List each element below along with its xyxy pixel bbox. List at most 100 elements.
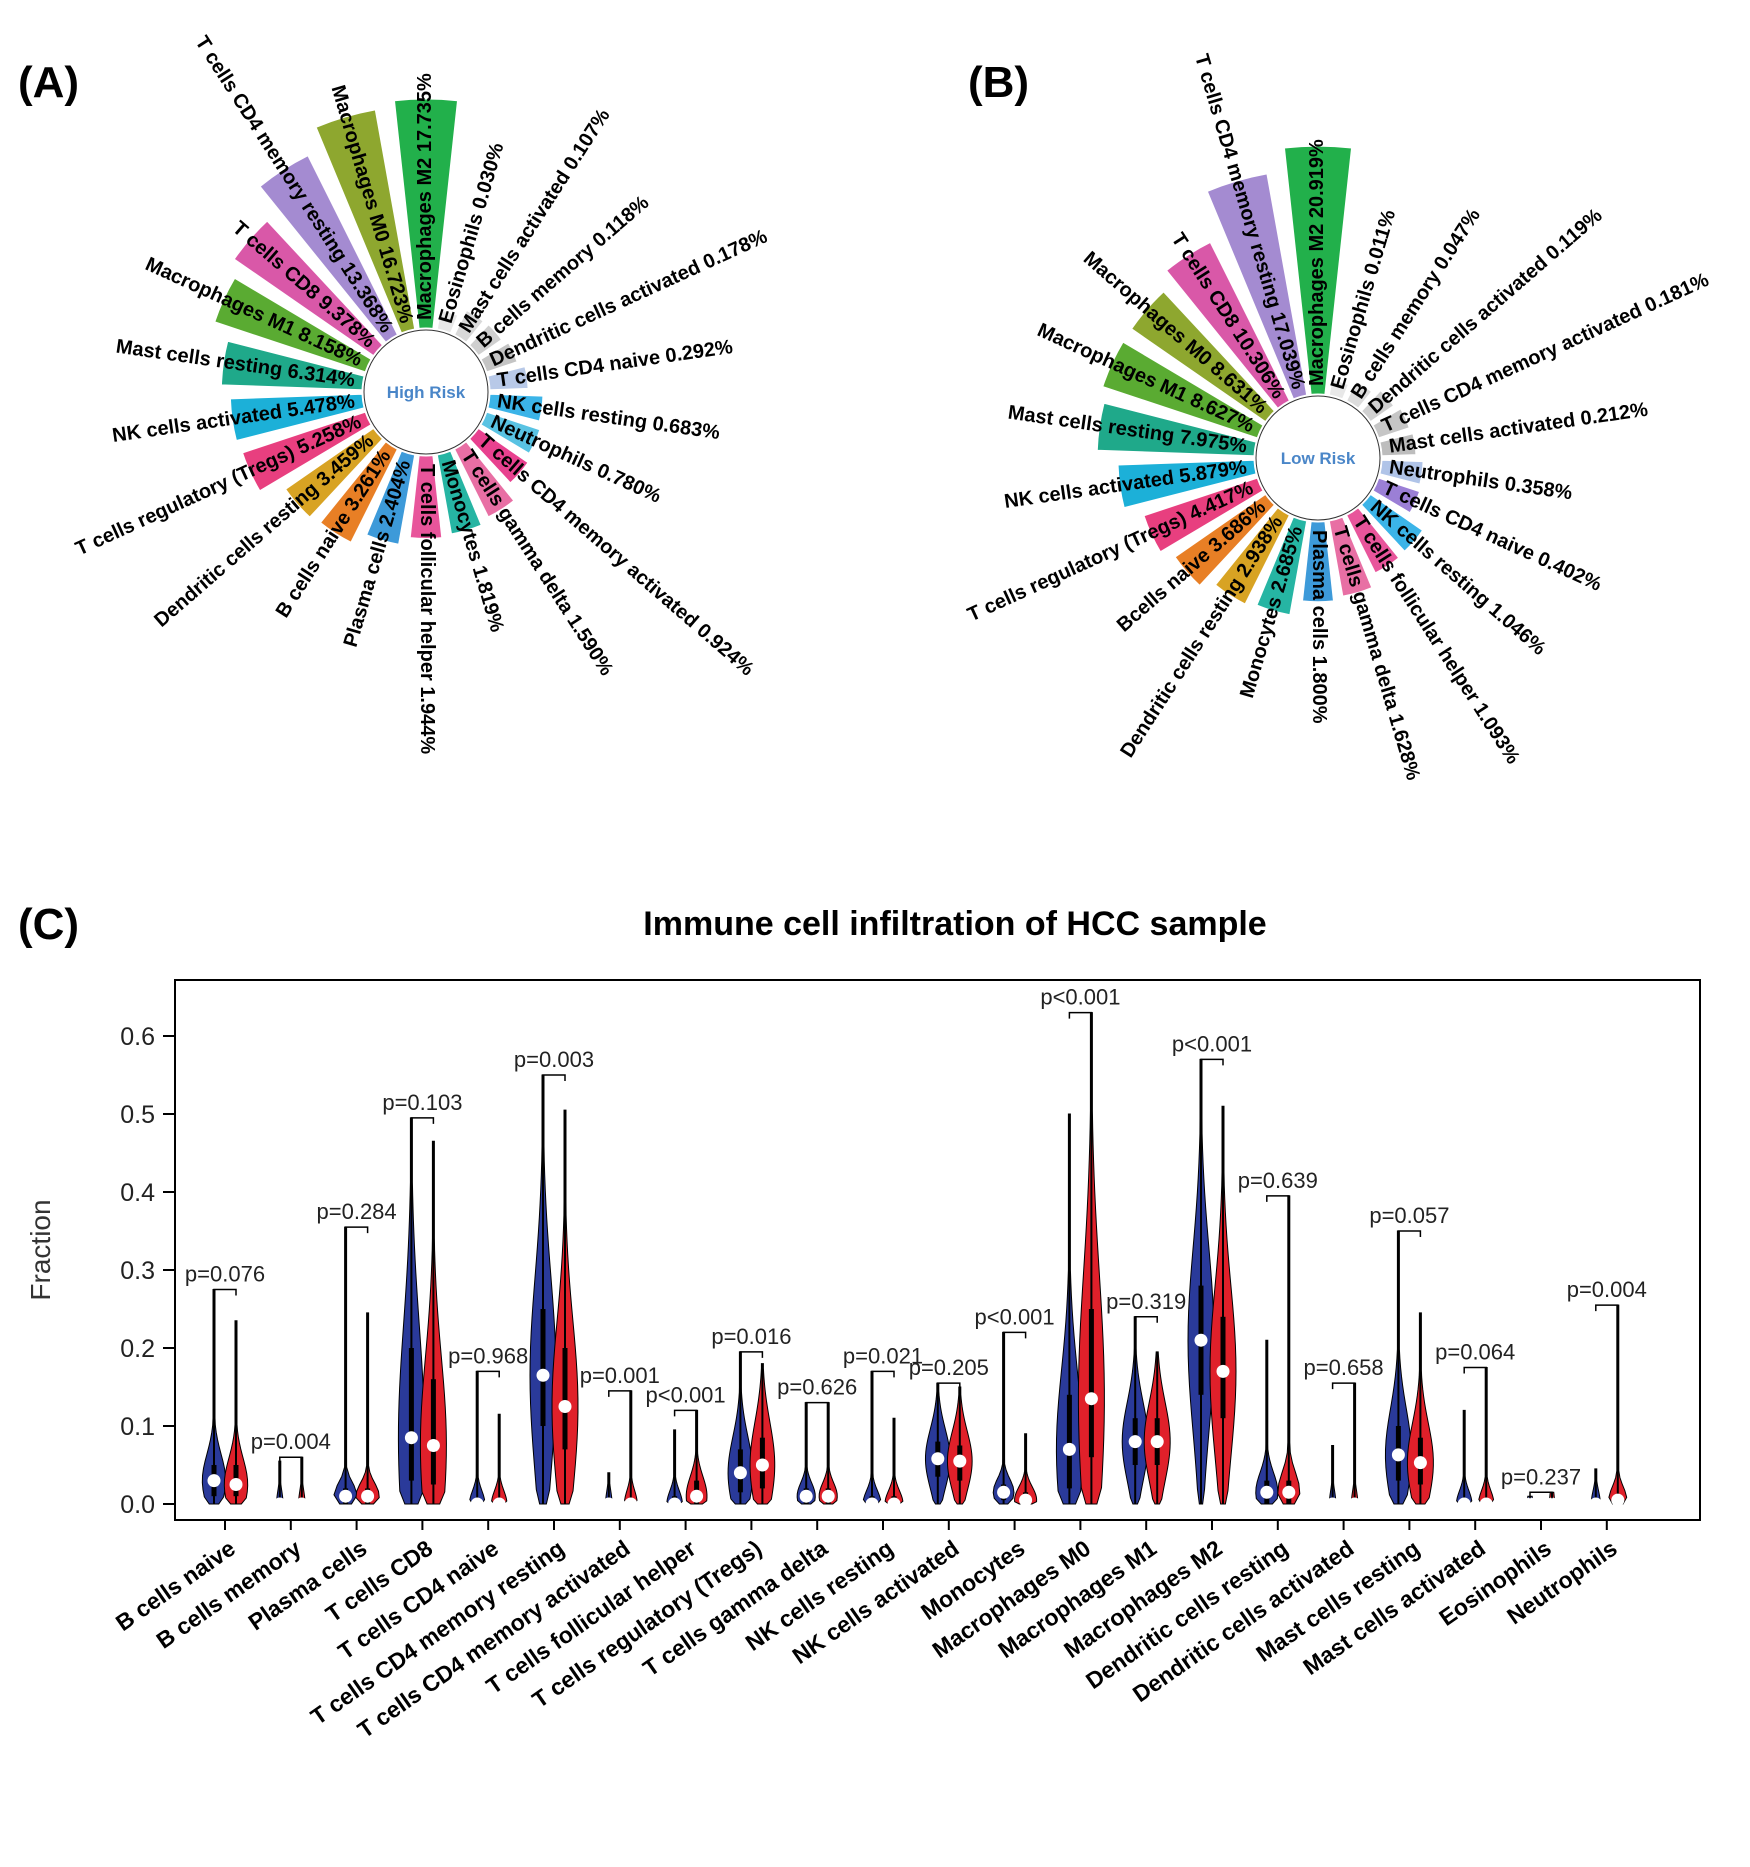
- radial-slice: [214, 277, 372, 373]
- radial-slice-unit: %: [1553, 480, 1574, 504]
- violin-median-dot: [887, 1497, 901, 1511]
- p-value-bracket: [1463, 1366, 1487, 1374]
- radial-slice-value: 0.402: [1534, 548, 1589, 589]
- radial-slice: [285, 427, 384, 518]
- radial-slice: [468, 324, 503, 357]
- radial-slice: [1102, 341, 1264, 439]
- p-value-label: p=0.064: [1435, 1340, 1515, 1365]
- y-tick-label: 0.4: [120, 1179, 155, 1207]
- violin-iqr-box: [1066, 1394, 1072, 1489]
- radial-slice: [1214, 507, 1291, 605]
- radial-chart-high-risk: Macrophages M2 17.735%Eosinophils 0.030%…: [72, 32, 771, 754]
- p-value-label: p<0.001: [1172, 1031, 1252, 1056]
- radial-slice-value: 0.011: [1361, 225, 1396, 278]
- violin-median-dot: [690, 1489, 704, 1503]
- p-value-bracket: [213, 1288, 237, 1296]
- p-value-bracket: [608, 1390, 632, 1397]
- radial-slice-value: 0.292: [664, 339, 717, 368]
- radial-slice-unit: %: [389, 458, 415, 481]
- panel-label-c: (C): [18, 900, 80, 949]
- radial-slice-value: 0.358: [1503, 473, 1556, 502]
- violin-median-dot: [295, 1497, 309, 1511]
- radial-slice-value: 1.800: [1308, 656, 1330, 706]
- p-value-bracket: [476, 1370, 500, 1378]
- radial-slice-unit: %: [1306, 139, 1328, 157]
- radial-slice-value: 0.212: [1579, 402, 1632, 431]
- radial-slice-unit: %: [482, 611, 508, 634]
- radial-slice: [436, 450, 482, 535]
- radial-slice-value: 0.178: [700, 233, 755, 274]
- radial-slice: [233, 220, 384, 357]
- radial-slice-name: Plasma cells: [340, 528, 395, 649]
- violin-median-dot: [339, 1489, 353, 1503]
- panel-label-a: (A): [18, 58, 80, 107]
- p-value-bracket: [871, 1370, 895, 1378]
- radial-slice-unit: %: [1398, 760, 1424, 783]
- radial-slice: [1345, 507, 1400, 574]
- violin-median-dot: [536, 1368, 550, 1382]
- radial-slice-name: Macrophages M2: [1306, 224, 1328, 386]
- p-value-bracket: [1266, 1195, 1290, 1202]
- radial-center-circle: [363, 329, 489, 455]
- p-value-bracket: [1134, 1316, 1158, 1323]
- y-tick-label: 0.3: [120, 1257, 155, 1285]
- violin-median-dot: [1545, 1497, 1559, 1511]
- radial-slice-label: Macrophages M2 20.919%: [1306, 139, 1328, 386]
- y-tick-label: 0.5: [120, 1101, 155, 1129]
- p-value-label: p=0.004: [1567, 1277, 1647, 1302]
- violin-median-dot: [1084, 1392, 1098, 1406]
- radial-slice: [487, 393, 544, 422]
- p-value-bracket: [279, 1456, 303, 1464]
- violin-median-dot: [821, 1489, 835, 1503]
- radial-slice-unit: %: [335, 391, 356, 415]
- radial-slice-unit: %: [414, 73, 436, 91]
- radial-slice-label: T cells follicular helper 1.944%: [416, 464, 438, 754]
- radial-slice-label: Plasma cells 1.800%: [1308, 530, 1330, 724]
- radial-slice-value: 0.780: [593, 460, 648, 501]
- radial-slice-unit: %: [483, 140, 509, 163]
- radial-slice: [1130, 291, 1276, 423]
- p-value-label: p<0.001: [646, 1382, 726, 1407]
- radial-slice: [453, 309, 484, 343]
- violin-chart: Immune cell infiltration of HCC sample 0.…: [25, 905, 1701, 1743]
- radial-slice: [1143, 477, 1264, 553]
- violin-median-dot: [668, 1497, 682, 1511]
- radial-slice-unit: %: [336, 368, 357, 392]
- radial-slice: [480, 411, 541, 454]
- violin-median-dot: [755, 1458, 769, 1472]
- radial-slice-value: 0.030: [469, 157, 504, 211]
- radial-slice: [453, 441, 515, 518]
- violin-median-dot: [1611, 1493, 1625, 1507]
- radial-center-circle: [1255, 395, 1381, 521]
- y-tick-label: 0.0: [120, 1491, 155, 1519]
- p-value-label: p=0.021: [843, 1343, 923, 1368]
- p-value-label: p=0.016: [711, 1324, 791, 1349]
- radial-slice: [1174, 493, 1276, 587]
- radial-slice-unit: %: [1283, 369, 1309, 392]
- p-value-label: p=0.284: [317, 1199, 397, 1224]
- radial-chart-low-risk: Macrophages M2 20.919%Eosinophils 0.011%…: [964, 52, 1712, 783]
- radial-slice-value: 0.683: [651, 413, 704, 442]
- p-value-bracket: [805, 1401, 829, 1409]
- radial-slice: [1360, 493, 1424, 552]
- radial-slice: [480, 342, 518, 373]
- p-value-bracket: [1595, 1304, 1619, 1312]
- radial-slice-unit: %: [1374, 207, 1400, 230]
- p-value-label: p=0.076: [185, 1262, 265, 1287]
- radial-slice-value: 1.819: [467, 563, 502, 617]
- radial-slice: [1117, 459, 1257, 509]
- violin-median-dot: [1260, 1485, 1274, 1499]
- p-value-bracket: [739, 1351, 764, 1358]
- radial-slice: [1379, 459, 1424, 485]
- violin-iqr-box: [562, 1348, 568, 1450]
- p-value-bracket: [1068, 1011, 1093, 1019]
- violin-median-dot: [470, 1497, 484, 1511]
- radial-slice-value: 17.735: [414, 91, 436, 152]
- violin-median-dot: [361, 1489, 375, 1503]
- violin-median-dot: [865, 1497, 879, 1511]
- violin-median-dot: [558, 1400, 572, 1413]
- violin-median-dot: [1391, 1448, 1405, 1462]
- radial-slice: [315, 109, 416, 334]
- violin-median-dot: [1348, 1497, 1362, 1511]
